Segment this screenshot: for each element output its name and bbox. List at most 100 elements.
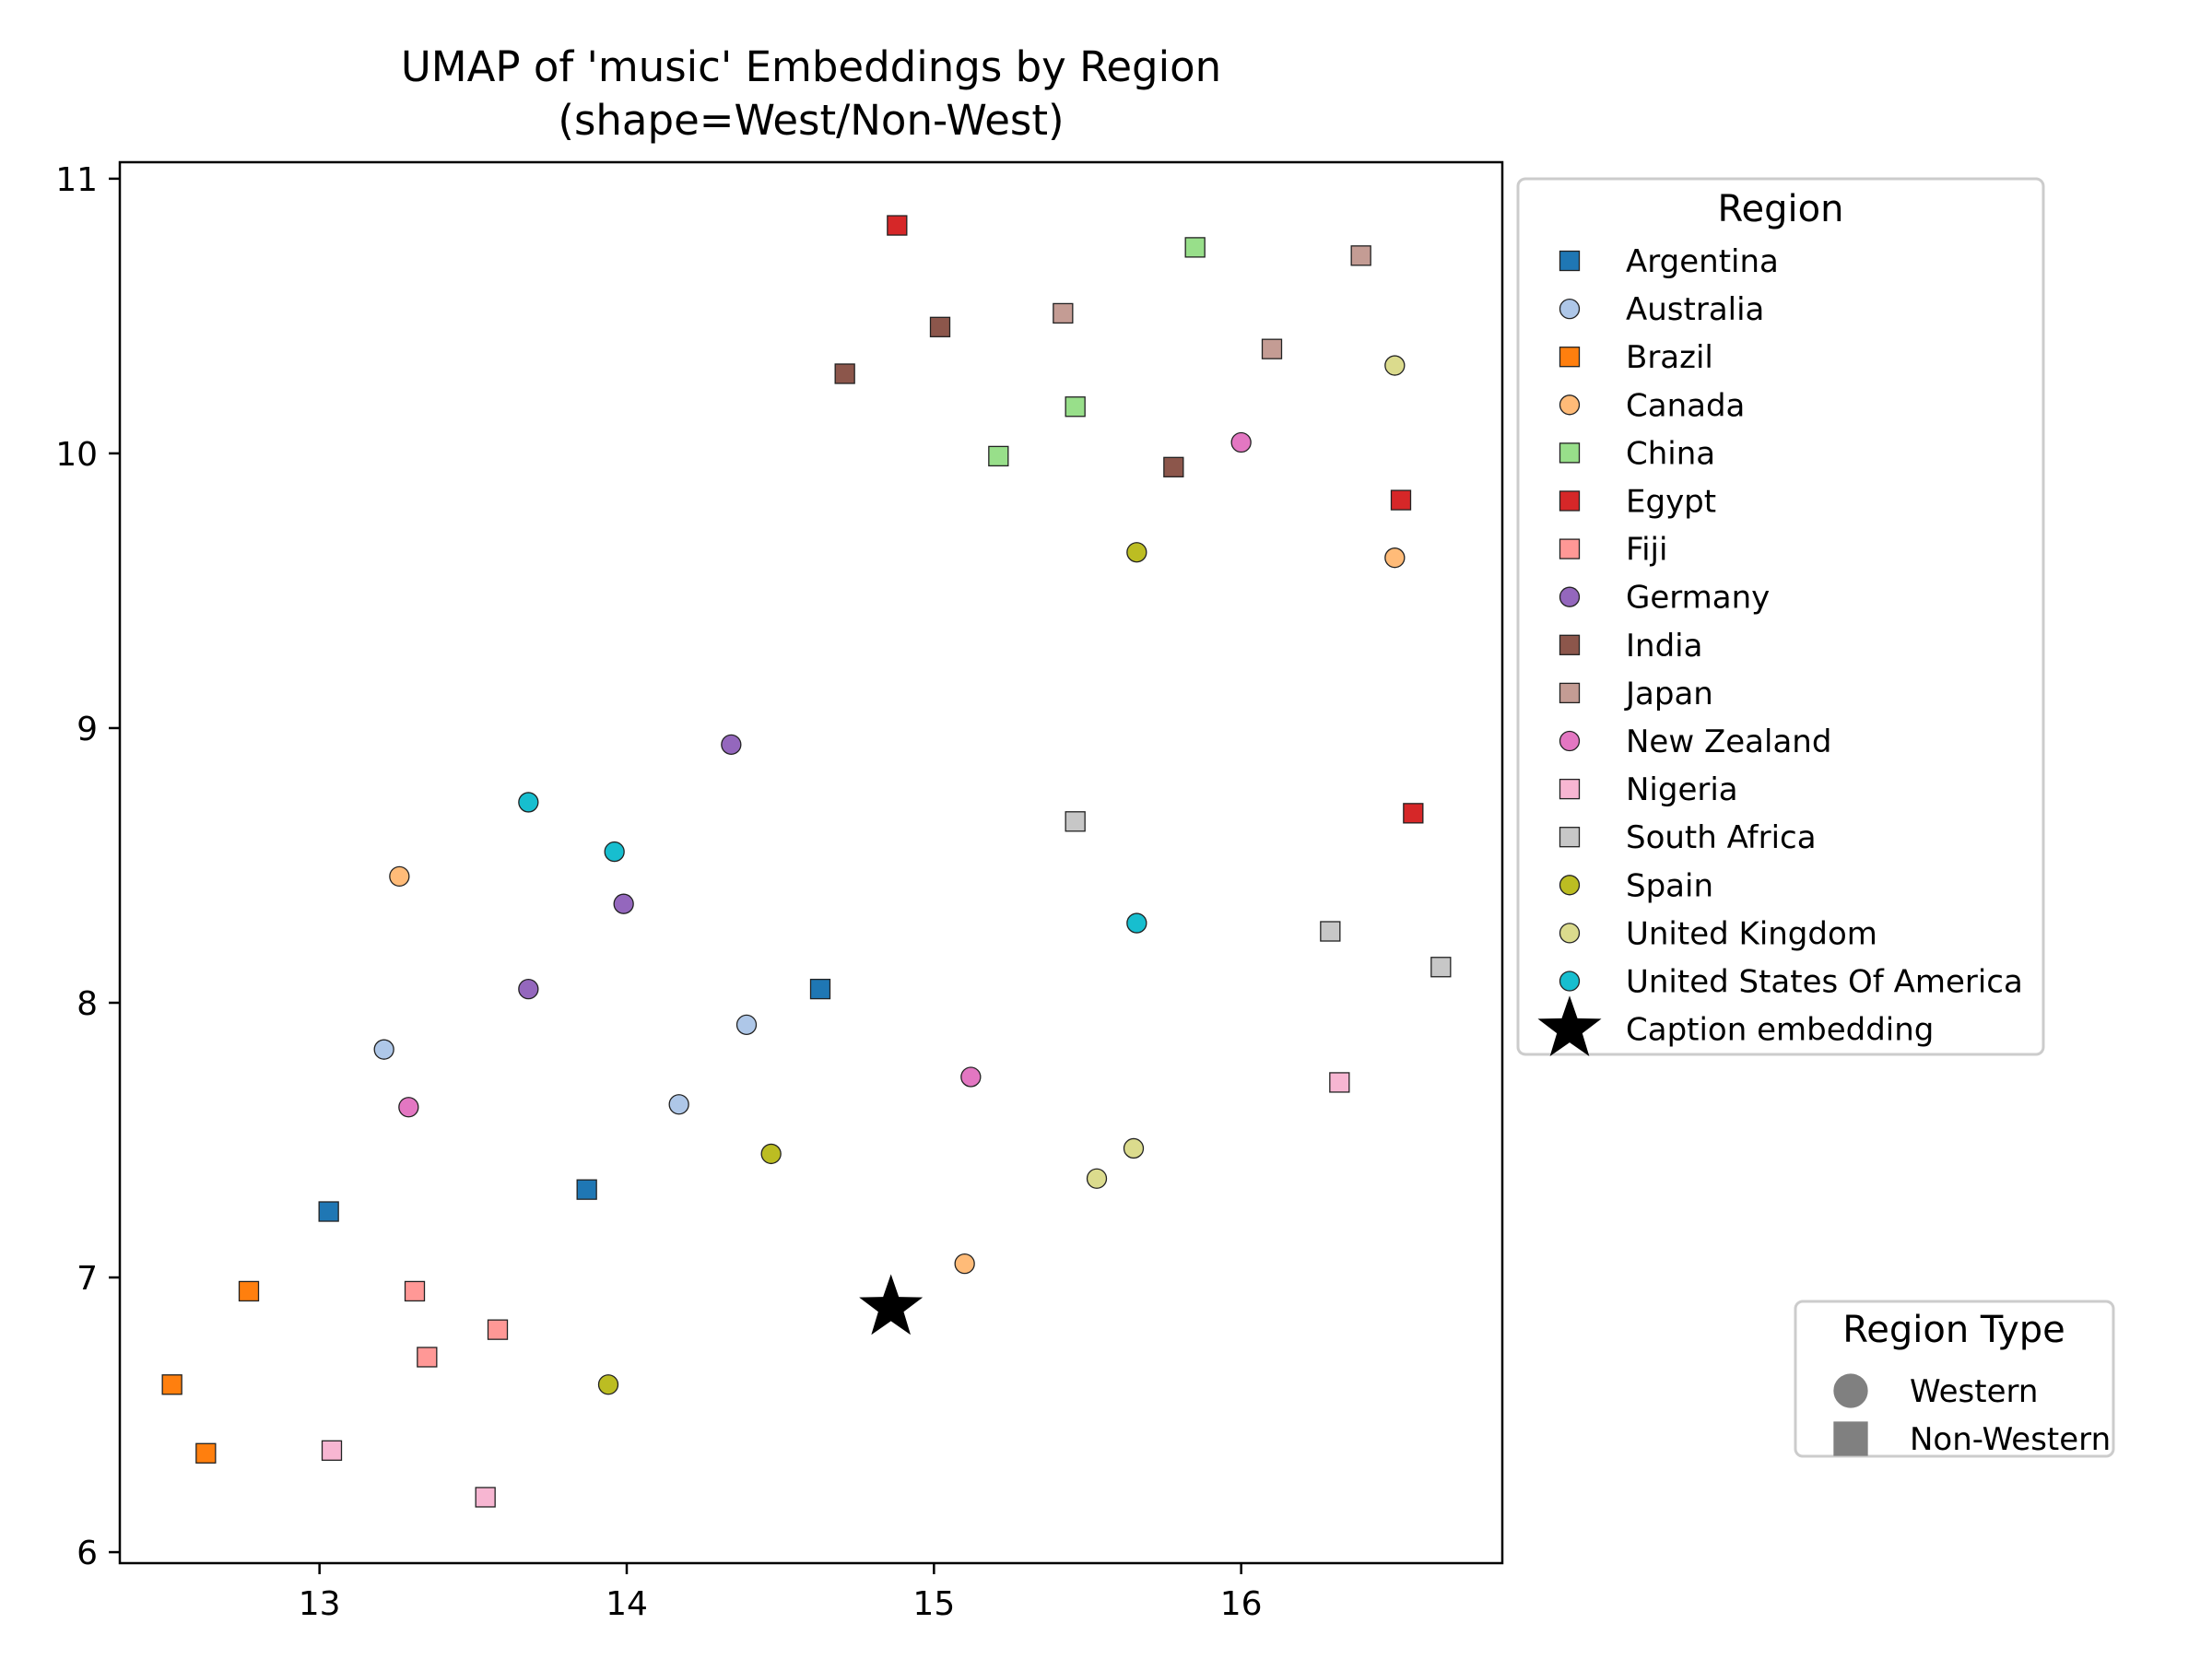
point-egypt (1390, 489, 1412, 511)
point-new-zealand (1230, 431, 1252, 453)
point-germany (721, 734, 742, 755)
point-nigeria (475, 1487, 496, 1508)
legend-label-australia: Australia (1626, 291, 1764, 328)
legend-marker-japan (1559, 682, 1581, 704)
region-type-marker-non-western (1833, 1421, 1868, 1456)
x-tick-label: 15 (912, 1585, 955, 1623)
legend-marker-germany (1559, 586, 1581, 607)
legend-label-united-kingdom: United Kingdom (1626, 915, 1877, 952)
point-united-kingdom (1384, 355, 1406, 376)
legend-label-fiji: Fiji (1626, 532, 1667, 569)
legend-label-germany: Germany (1626, 580, 1770, 617)
region-legend-frame (1516, 177, 2045, 1056)
legend-label-caption-embedding: Caption embedding (1626, 1012, 1934, 1049)
point-brazil (161, 1374, 182, 1395)
legend-marker-united-states-of-america (1559, 971, 1581, 992)
legend-label-japan: Japan (1624, 676, 1713, 712)
legend-label-nigeria: Nigeria (1626, 771, 1738, 808)
point-south-africa (1065, 811, 1086, 832)
point-argentina (809, 978, 831, 1000)
point-new-zealand (398, 1097, 419, 1118)
legend-marker-fiji (1559, 538, 1581, 559)
legend-marker-brazil (1559, 347, 1581, 368)
point-egypt (887, 215, 908, 236)
point-germany (613, 893, 634, 914)
legend-marker-caption-embedding (1537, 995, 1602, 1056)
point-spain (597, 1374, 619, 1395)
chart-title-line-2: (shape=West/Non-West) (558, 96, 1064, 145)
y-tick-label: 10 (55, 436, 98, 474)
legend-label-united-states-of-america: United States Of America (1626, 964, 2023, 1001)
y-axis: 6 7 8 9 10 11 (55, 161, 120, 1572)
point-new-zealand (960, 1066, 982, 1088)
point-canada (1384, 547, 1406, 569)
point-australia (373, 1039, 394, 1060)
point-united-kingdom (1123, 1137, 1145, 1159)
point-nigeria (321, 1440, 343, 1461)
legend-label-india: India (1626, 628, 1702, 665)
plot-area-frame (118, 160, 1504, 1565)
point-united-states-of-america (1126, 912, 1147, 934)
region-type-legend-title: Region Type (1842, 1309, 2065, 1351)
x-tick-label: 13 (299, 1585, 341, 1623)
point-india (929, 316, 951, 337)
point-australia (735, 1014, 758, 1035)
legend-label-new-zealand: New Zealand (1626, 724, 1831, 760)
point-japan (1053, 302, 1074, 324)
y-tick-label: 7 (76, 1260, 98, 1298)
legend-marker-south-africa (1559, 827, 1581, 848)
point-india (834, 363, 855, 384)
region-type-marker-western (1833, 1373, 1868, 1408)
point-south-africa (1430, 957, 1452, 978)
region-legend: Region Argentina Australia Brazil Canada Chi… (1516, 177, 2045, 1056)
point-brazil (238, 1280, 260, 1302)
legend-label-south-africa: South Africa (1626, 819, 1817, 856)
region-legend-title: Region (1718, 188, 1844, 230)
point-canada (954, 1253, 975, 1275)
point-china (1065, 396, 1086, 418)
legend-marker-egypt (1559, 490, 1581, 512)
region-legend-items: Argentina Australia Brazil Canada China Egypt… (1537, 243, 2023, 1056)
point-egypt (1403, 803, 1424, 824)
point-south-africa (1320, 921, 1341, 942)
point-spain (760, 1143, 782, 1165)
point-china (1184, 237, 1206, 258)
data-points (161, 215, 1452, 1508)
x-tick-label: 14 (606, 1585, 648, 1623)
chart-title-line-1: UMAP of 'music' Embeddings by Region (401, 42, 1221, 91)
legend-marker-nigeria (1559, 778, 1581, 800)
legend-label-argentina: Argentina (1626, 243, 1779, 280)
point-united-states-of-america (518, 792, 539, 813)
legend-label-china: China (1626, 435, 1715, 472)
legend-marker-canada (1559, 394, 1581, 416)
legend-marker-argentina (1559, 250, 1581, 272)
legend-label-spain: Spain (1626, 867, 1713, 904)
region-type-label-western: Western (1910, 1373, 2038, 1410)
region-type-legend-items: Western Non-Western (1833, 1373, 2111, 1458)
y-tick-label: 8 (76, 985, 98, 1023)
point-india (1163, 456, 1184, 477)
x-tick-label: 16 (1220, 1585, 1263, 1623)
point-brazil (195, 1442, 217, 1464)
point-germany (518, 978, 539, 1000)
point-china (988, 445, 1009, 467)
point-australia (668, 1094, 689, 1115)
point-spain (1126, 542, 1147, 563)
legend-marker-australia (1559, 298, 1581, 320)
point-argentina (318, 1201, 339, 1222)
point-fiji (404, 1280, 426, 1302)
legend-label-canada: Canada (1626, 387, 1745, 424)
legend-label-egypt: Egypt (1626, 484, 1716, 521)
point-united-kingdom (1086, 1168, 1108, 1189)
point-japan (1350, 245, 1371, 266)
legend-marker-india (1559, 634, 1581, 655)
y-tick-label: 6 (76, 1535, 98, 1572)
region-type-legend-frame (1794, 1300, 2115, 1458)
y-tick-label: 9 (76, 711, 98, 748)
point-canada (389, 865, 410, 888)
point-fiji (487, 1319, 509, 1340)
point-united-states-of-america (604, 841, 625, 863)
caption-embedding-star (859, 1274, 924, 1335)
point-nigeria (1329, 1072, 1350, 1093)
